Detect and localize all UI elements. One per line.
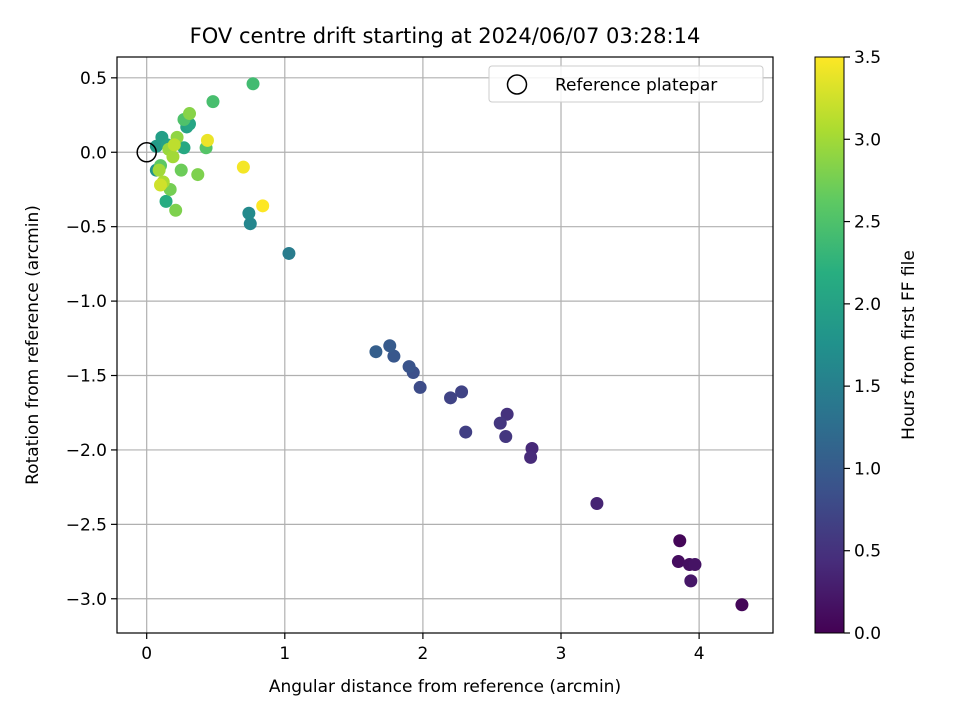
x-tick-label: 4 — [694, 644, 705, 664]
colorbar-tick-label: 0.5 — [854, 542, 881, 562]
data-point — [159, 194, 173, 208]
data-point — [206, 95, 220, 109]
y-axis-label: Rotation from reference (arcmin) — [23, 205, 43, 485]
y-tick-label: −1.5 — [66, 367, 107, 387]
colorbar-label: Hours from first FF file — [899, 250, 919, 440]
colorbar-tick-label: 3.0 — [854, 130, 881, 150]
data-point — [673, 534, 687, 548]
colorbar-tick-label: 2.5 — [854, 213, 881, 233]
data-point — [174, 163, 188, 177]
y-tick-label: −1.0 — [66, 292, 107, 312]
data-point — [402, 360, 416, 374]
reference-marker — [136, 142, 157, 163]
data-point — [236, 160, 250, 174]
data-point — [387, 349, 401, 363]
colorbar-tick-label: 1.0 — [854, 459, 881, 479]
data-point — [590, 497, 604, 511]
x-axis-ticks: 0 1 2 3 4 — [141, 633, 705, 664]
colorbar: 0.0 0.5 1.0 1.5 2.0 2.5 3.0 3.5 Hours from firs… — [814, 48, 919, 644]
x-tick-label: 1 — [279, 644, 290, 664]
legend: Reference platepar — [488, 65, 764, 103]
colorbar-gradient — [814, 56, 845, 634]
data-point — [671, 555, 685, 569]
data-point — [444, 391, 458, 405]
data-point — [459, 425, 473, 439]
x-tick-label: 3 — [556, 644, 567, 664]
x-tick-label: 2 — [417, 644, 428, 664]
data-point — [183, 107, 197, 121]
data-point — [383, 339, 397, 353]
legend-box — [488, 65, 764, 103]
data-point — [243, 217, 257, 231]
x-axis-label: Angular distance from reference (arcmin) — [269, 677, 621, 697]
legend-marker-icon — [506, 74, 528, 95]
colorbar-tick-label: 3.5 — [854, 48, 881, 68]
data-point — [256, 199, 270, 213]
x-tick-label: 0 — [141, 644, 152, 664]
data-point — [688, 558, 702, 572]
data-point — [684, 574, 698, 588]
colorbar-ticks: 0.0 0.5 1.0 1.5 2.0 2.5 3.0 3.5 — [844, 48, 881, 644]
colorbar-tick-label: 1.5 — [854, 377, 881, 397]
data-point — [200, 133, 214, 147]
grid-lines — [117, 57, 773, 633]
y-tick-label: 0.0 — [80, 143, 107, 163]
data-point — [152, 163, 166, 177]
data-point — [154, 178, 168, 192]
y-tick-label: −2.5 — [66, 515, 107, 535]
data-point — [242, 206, 256, 220]
y-axis-ticks: 0.5 0.0 −0.5 −1.0 −1.5 −2.0 −2.5 −3.0 — [66, 69, 117, 610]
data-point — [524, 450, 538, 464]
data-point — [169, 203, 183, 217]
data-points — [149, 77, 749, 612]
legend-label: Reference platepar — [555, 76, 717, 96]
y-tick-label: −3.0 — [66, 590, 107, 610]
colorbar-tick-label: 2.0 — [854, 295, 881, 315]
colorbar-tick-label: 0.0 — [854, 624, 881, 644]
data-point — [735, 598, 749, 612]
data-point — [369, 345, 383, 359]
chart-title: FOV centre drift starting at 2024/06/07 … — [190, 24, 701, 48]
data-point — [413, 380, 427, 394]
data-point — [282, 246, 296, 260]
data-point — [166, 150, 180, 164]
y-tick-label: 0.5 — [80, 69, 107, 89]
plot-frame — [116, 56, 774, 634]
data-point — [191, 168, 205, 182]
data-point — [499, 430, 513, 444]
data-point — [455, 385, 469, 399]
data-point — [500, 407, 514, 421]
data-point — [167, 138, 181, 152]
data-point — [246, 77, 260, 91]
y-tick-label: −2.0 — [66, 441, 107, 461]
y-tick-label: −0.5 — [66, 218, 107, 238]
data-point — [493, 416, 507, 430]
